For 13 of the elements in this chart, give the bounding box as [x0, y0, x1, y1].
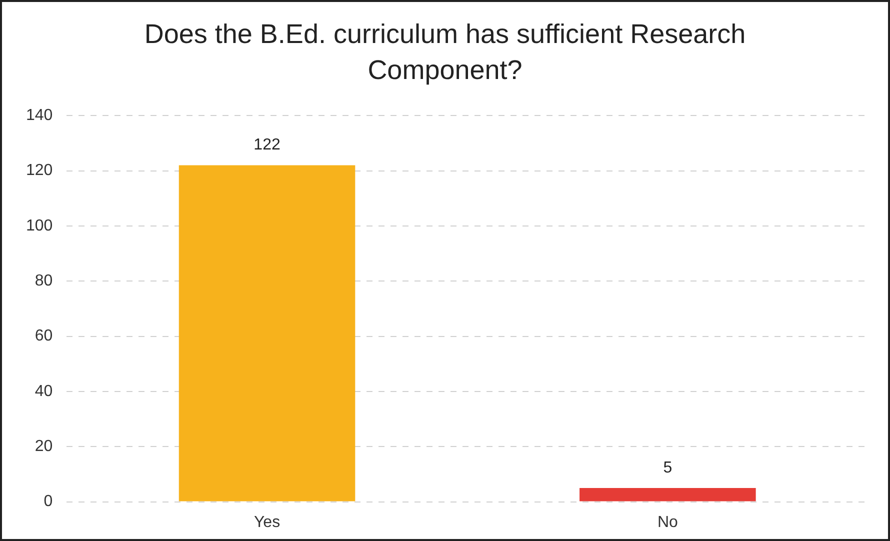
data-label: 5 — [663, 459, 672, 476]
x-tick-label: Yes — [254, 514, 280, 531]
y-tick-label: 20 — [34, 438, 53, 456]
chart-title: Does the B.Ed. curriculum has sufficient Research Component? — [143, 18, 747, 87]
x-tick-label: No — [657, 514, 678, 531]
y-tick-label: 40 — [34, 382, 53, 400]
y-tick-label: 100 — [26, 217, 53, 234]
y-tick-label: 60 — [34, 328, 53, 345]
y-tick-label: 140 — [26, 107, 53, 124]
data-label: 122 — [254, 136, 280, 154]
y-tick-label: 120 — [26, 162, 53, 180]
y-tick-label: 80 — [34, 272, 53, 290]
y-tick-label: 0 — [44, 493, 53, 510]
